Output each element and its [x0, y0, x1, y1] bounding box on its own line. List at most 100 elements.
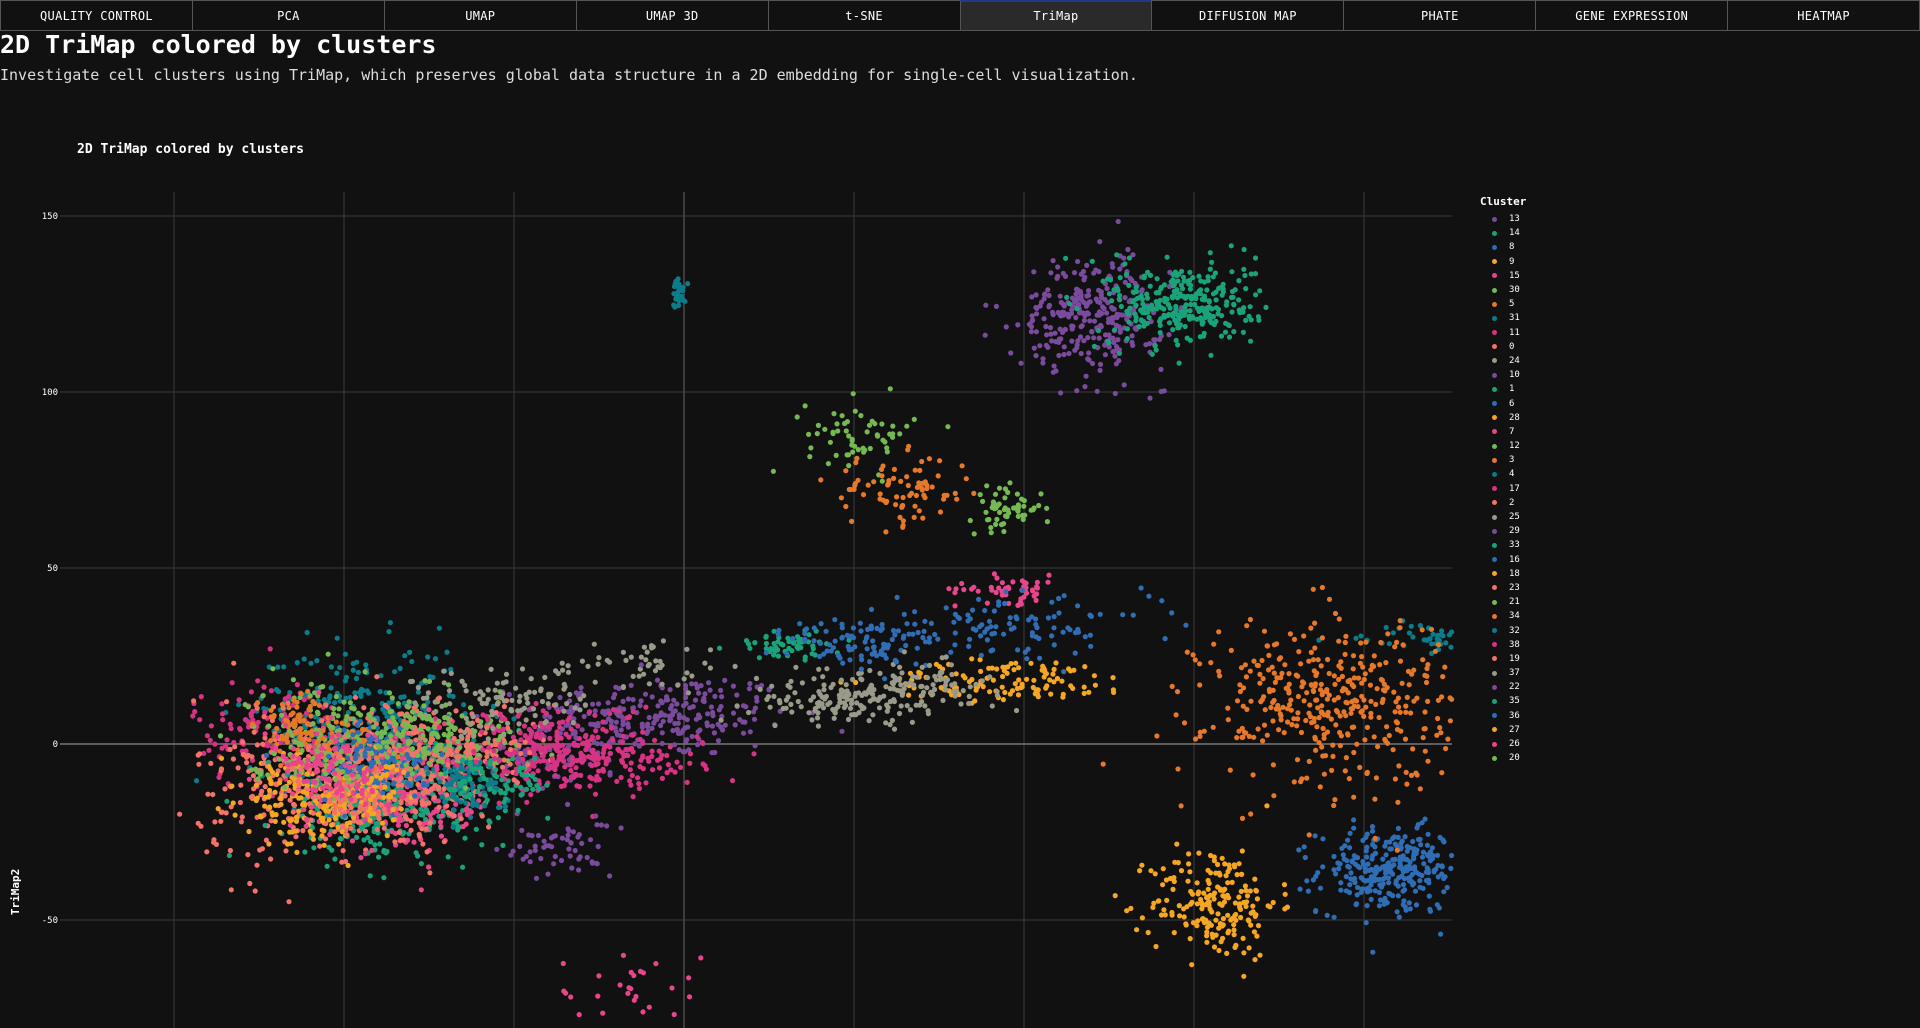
point [1342, 639, 1348, 646]
point [1278, 717, 1284, 723]
point [1001, 528, 1007, 535]
tab-trimap[interactable]: TriMap [959, 0, 1152, 31]
point [1084, 310, 1090, 316]
point [1401, 876, 1407, 882]
point [254, 742, 260, 748]
point [250, 708, 256, 715]
point [1429, 650, 1435, 657]
point [1110, 335, 1116, 341]
point [1128, 905, 1134, 912]
point [1187, 337, 1193, 343]
point [1164, 254, 1170, 260]
point [1403, 709, 1409, 715]
point [895, 628, 902, 634]
point [1117, 329, 1123, 335]
point [1061, 669, 1067, 675]
point [659, 775, 666, 782]
point [1343, 874, 1349, 880]
point [1304, 775, 1310, 781]
point [1182, 323, 1188, 330]
point [1186, 313, 1192, 319]
point [427, 674, 433, 680]
point [1392, 644, 1398, 650]
point [244, 760, 250, 766]
point [1081, 338, 1087, 344]
point [1127, 275, 1133, 281]
point [1257, 671, 1263, 678]
point [1181, 720, 1188, 726]
point [578, 772, 584, 779]
point [1229, 269, 1235, 275]
point [1301, 844, 1307, 850]
point [321, 697, 327, 703]
point [1429, 845, 1435, 851]
point [1396, 914, 1402, 920]
point [993, 521, 999, 528]
series-15 [560, 571, 1052, 1018]
point [884, 449, 890, 455]
point [1234, 698, 1241, 704]
point [231, 660, 237, 666]
point [439, 813, 445, 819]
point [302, 849, 308, 855]
point [1347, 882, 1353, 888]
tab-umap[interactable]: UMAP [383, 0, 576, 31]
point [1066, 666, 1072, 672]
point [932, 673, 938, 679]
point [1241, 973, 1247, 979]
point [1158, 305, 1164, 311]
point [671, 697, 677, 703]
point [1387, 891, 1393, 897]
point [1034, 584, 1040, 590]
point [262, 735, 268, 741]
tab-diffusion-map[interactable]: DIFFUSION MAP [1151, 0, 1344, 31]
tab-gene-expression[interactable]: GENE EXPRESSION [1535, 0, 1728, 31]
point [1150, 904, 1156, 911]
point [1248, 811, 1254, 817]
point [1169, 683, 1175, 690]
point [245, 752, 251, 758]
tab-pca[interactable]: PCA [191, 0, 384, 31]
point [204, 733, 210, 739]
tab-phate[interactable]: PHATE [1343, 0, 1536, 31]
point [1008, 350, 1014, 356]
point [1423, 679, 1430, 686]
tab-quality-control[interactable]: QUALITY CONTROL [0, 0, 192, 31]
point [294, 849, 300, 856]
page-description: Investigate cell clusters using TriMap, … [0, 66, 1138, 84]
point [802, 403, 808, 409]
point [1006, 621, 1013, 627]
point [441, 839, 447, 845]
tab-heatmap[interactable]: HEATMAP [1727, 0, 1920, 31]
point [1359, 654, 1365, 660]
tab-t-sne[interactable]: t-SNE [767, 0, 960, 31]
point [247, 880, 253, 887]
point [646, 661, 652, 667]
point [1425, 662, 1431, 668]
point [891, 466, 898, 472]
point [858, 676, 864, 682]
point [1380, 876, 1387, 882]
point [1007, 615, 1013, 621]
point [1410, 882, 1416, 888]
point [363, 662, 369, 668]
point [432, 782, 438, 788]
point [1129, 333, 1135, 339]
point [669, 703, 675, 709]
point [343, 858, 349, 865]
point [290, 809, 296, 815]
point [1397, 618, 1403, 624]
point [944, 677, 951, 683]
point [1400, 882, 1407, 888]
point [1105, 276, 1111, 282]
point [1204, 924, 1211, 930]
point [1360, 877, 1366, 883]
tab-umap-3d[interactable]: UMAP 3D [575, 0, 768, 31]
point [843, 468, 849, 474]
point [1425, 758, 1431, 764]
point [423, 826, 429, 832]
point [843, 503, 849, 510]
point [672, 304, 678, 310]
point [659, 740, 665, 747]
